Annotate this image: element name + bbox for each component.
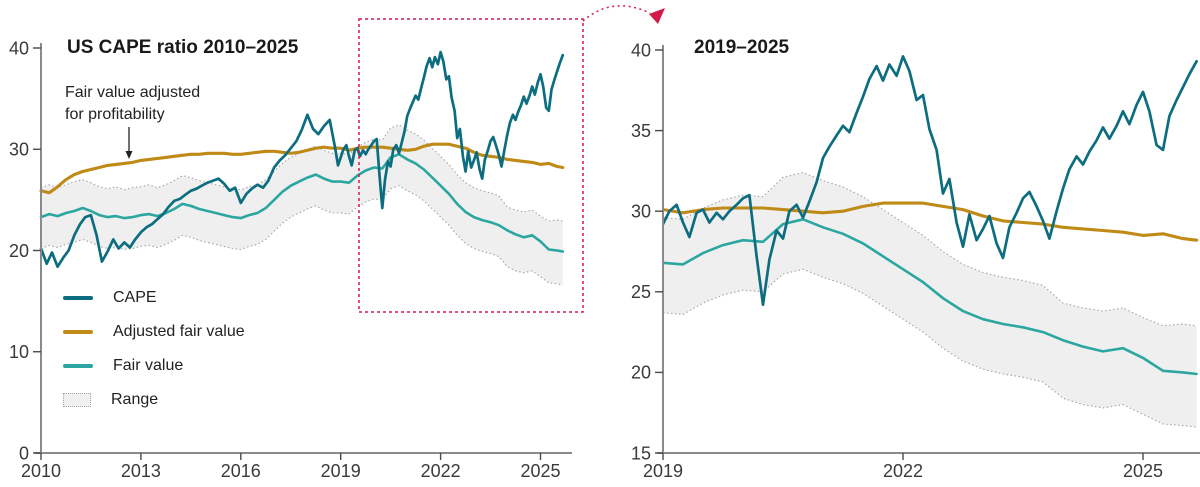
y-tick-label: 10 — [9, 342, 29, 362]
x-tick-label: 2019 — [321, 461, 361, 481]
legend-label-cape: CAPE — [113, 289, 157, 306]
legend-label-range: Range — [111, 391, 159, 408]
zoom-region-marker — [358, 5, 665, 313]
y-tick-label: 40 — [9, 38, 29, 58]
cape-line-icon — [63, 296, 93, 300]
x-tick-label: 2019 — [643, 461, 683, 481]
x-tick-label: 2010 — [21, 461, 61, 481]
chart-legend: CAPE Adjusted fair value Fair value Rang… — [63, 281, 293, 417]
left-chart-title: US CAPE ratio 2010–2025 — [67, 37, 299, 58]
range-band-lower-edge — [40, 185, 563, 286]
fair-value-line-icon — [63, 364, 93, 368]
fair-value-annotation: Fair value adjusted for profitability — [65, 82, 200, 126]
x-tick-label: 2013 — [121, 461, 161, 481]
range-band-area — [41, 124, 563, 285]
panel-axes-0: 0 10 20 30 40 2010 2013 2016 2019 2022 2025 — [9, 38, 572, 481]
annotation-line-2: for profitability — [65, 106, 165, 123]
legend-label-fair-value: Fair value — [113, 357, 184, 374]
x-tick-label: 2022 — [421, 461, 461, 481]
range-band-upper-edge — [663, 171, 1197, 327]
legend-item-cape: CAPE — [63, 281, 293, 315]
cape-line — [663, 55, 1198, 307]
legend-item-fair-value: Fair value — [63, 349, 293, 383]
x-tick-label: 2025 — [1123, 461, 1163, 481]
y-tick-label: 20 — [9, 241, 29, 261]
y-tick-label: 40 — [631, 40, 651, 60]
y-tick-label: 30 — [631, 202, 651, 222]
annotation-line-1: Fair value adjusted — [65, 84, 201, 101]
fair-value-line — [663, 218, 1198, 376]
fair-value-line — [39, 153, 565, 253]
x-tick-label: 2022 — [883, 461, 923, 481]
range-band-icon — [63, 393, 91, 407]
zoom-connector-curve — [582, 5, 651, 22]
annotation-arrow — [125, 127, 133, 159]
y-tick-label: 35 — [631, 121, 651, 141]
y-tick-label: 30 — [9, 140, 29, 160]
panel-series-0 — [39, 50, 565, 286]
y-tick-label: 15 — [631, 443, 651, 463]
y-tick-label: 25 — [631, 282, 651, 302]
zoom-arrowhead-icon — [649, 8, 665, 24]
y-tick-label: 0 — [19, 443, 29, 463]
panel-series-1 — [663, 55, 1199, 428]
right-chart-title: 2019–2025 — [694, 37, 790, 58]
legend-label-adjusted-fair-value: Adjusted fair value — [113, 323, 245, 340]
annotation-arrowhead-icon — [125, 151, 133, 159]
adjusted-fair-value-line-icon — [63, 330, 93, 334]
cape-line — [39, 50, 565, 269]
y-tick-label: 20 — [631, 363, 651, 383]
legend-item-adjusted-fair-value: Adjusted fair value — [63, 315, 293, 349]
x-tick-label: 2016 — [221, 461, 261, 481]
legend-item-range: Range — [63, 383, 293, 417]
range-band-area — [663, 172, 1197, 428]
adjusted-fair-value-line — [663, 201, 1199, 242]
x-tick-label: 2025 — [520, 461, 560, 481]
